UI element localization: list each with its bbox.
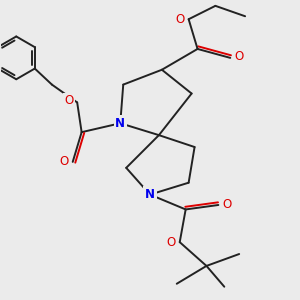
Text: O: O	[59, 155, 68, 168]
Text: O: O	[176, 13, 185, 26]
Text: O: O	[223, 199, 232, 212]
Text: O: O	[64, 94, 74, 107]
Text: O: O	[235, 50, 244, 63]
Text: N: N	[115, 117, 125, 130]
Text: O: O	[167, 236, 176, 249]
Text: N: N	[145, 188, 155, 201]
